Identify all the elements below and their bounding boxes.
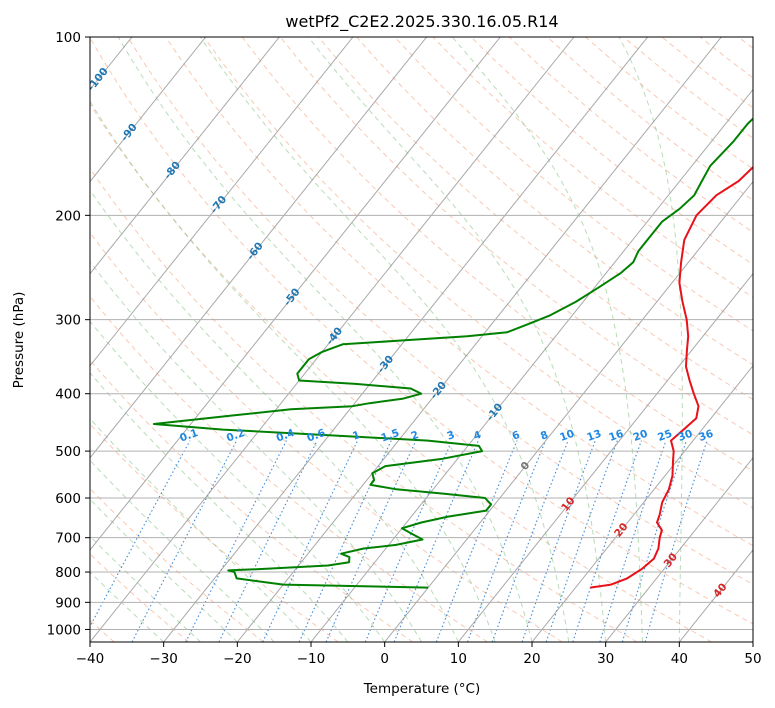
x-tick-label: −30 [149,651,178,667]
isotherm-line [457,272,753,642]
y-tick-label: 200 [55,208,81,224]
dry-adiabat [318,37,753,401]
mixing-ratio-line [393,440,479,642]
chart-title: wetPf2_C2E2.2025.330.16.05.R14 [285,12,558,32]
mixing-ratio-line [644,440,708,642]
x-tick-label: 0 [380,651,389,667]
mixing-ratio-label: 13 [585,428,603,444]
moist-adiabat [117,37,533,642]
moist-adiabat [90,260,422,642]
y-tick-label: 300 [55,313,81,329]
background-lines [90,37,753,642]
mixing-ratio-label: 0.6 [305,427,327,445]
mixing-ratio-label: 30 [676,428,694,444]
mixing-ratio-line [364,440,453,642]
series-lines [152,117,753,589]
mixing-ratio-labels: 0.1 0.2 0.4 0.6 1 1.5 2 3 4 6 8 10 13 16 20 25 30 36 [178,427,715,445]
y-tick-label: 900 [55,595,81,611]
mixing-ratio-label: 0.4 [275,427,297,445]
dry-adiabat [90,231,563,642]
y-tick-label: 100 [55,30,81,46]
mixing-ratio-line [599,440,667,642]
mixing-ratio-label: 1 [351,429,362,443]
plot-frame [89,36,754,643]
y-axis-ticks: 100 200 300 400 500 600 700 800 900 1000 [47,30,90,638]
y-tick-label: 600 [55,491,81,507]
moist-adiabat [307,37,607,642]
y-tick-label: 700 [55,531,81,547]
mixing-ratio-label: 6 [511,429,522,443]
mixing-ratio-line [298,440,392,642]
mixing-ratio-label: 8 [539,429,550,443]
dewpoint-line [152,117,753,589]
mixing-ratio-label: 3 [445,429,456,443]
mixing-ratio-label: 20 [632,428,650,444]
mixing-ratio-line [545,440,618,642]
isotherm-line [90,37,280,275]
x-tick-label: 30 [597,651,614,667]
dry-adiabat [90,37,753,625]
isotherm-line [90,37,354,367]
mixing-ratio-label: 25 [656,428,674,444]
mixing-ratio-label: 0.2 [225,427,247,445]
y-tick-label: 800 [55,565,81,581]
x-tick-label: −10 [297,651,326,667]
dry-adiabat [90,553,190,642]
y-tick-label: 1000 [47,622,81,638]
x-tick-label: 50 [744,651,761,667]
mixing-ratio-label: 10 [558,428,576,444]
mixing-ratio-label: 16 [607,428,625,444]
dry-adiabat [90,487,264,642]
mixing-ratio-label: 0.1 [178,427,200,445]
mixing-ratio-label: 2 [409,429,420,443]
x-tick-label: 10 [450,651,467,667]
mixing-ratio-line [185,440,287,642]
isotherm-line [310,88,753,642]
mixing-ratio-label: 36 [697,428,715,444]
isotherm-line [90,37,501,551]
dry-adiabat [90,295,488,642]
moist-adiabat [90,372,349,642]
mixing-ratio-line [90,440,191,628]
moist-adiabat [90,100,496,642]
isotherm-line [236,37,722,642]
dry-adiabat [279,37,753,436]
moist-adiabat [451,37,643,642]
x-tick-label: −20 [223,651,252,667]
mixing-ratio-label: 1.5 [379,427,401,445]
moist-adiabat [90,189,459,642]
isotherm-line [90,37,207,183]
mixing-ratio-line [521,440,596,642]
x-tick-label: −40 [76,651,105,667]
isotherm-line [90,37,575,642]
mixing-ratio-label: 4 [472,429,483,443]
x-axis-label: Temperature (°C) [363,681,481,697]
isotherm-line [605,457,753,642]
y-axis-label: Pressure (hPa) [11,292,27,389]
x-axis-ticks: −40 −30 −20 −10 0 10 20 30 40 50 [76,642,762,667]
y-tick-label: 400 [55,387,81,403]
mixing-ratio-line [491,440,569,642]
x-tick-label: 40 [671,651,688,667]
dry-adiabat [90,167,638,642]
mixing-ratio-line [325,440,417,642]
temperature-line [590,165,753,589]
dry-adiabat [90,103,712,642]
dry-adiabat [127,37,753,586]
mixing-ratio-line [218,440,318,642]
moist-adiabat [90,320,386,642]
mixing-ratio-line [621,440,687,642]
isotherm-line [531,364,753,642]
grid-lines [90,37,753,642]
isotherm-line [90,37,428,459]
y-tick-label: 500 [55,444,81,460]
dry-adiabat [203,37,753,509]
dry-adiabat [394,37,753,332]
isotherm-line [384,180,753,642]
x-tick-label: 20 [523,651,540,667]
